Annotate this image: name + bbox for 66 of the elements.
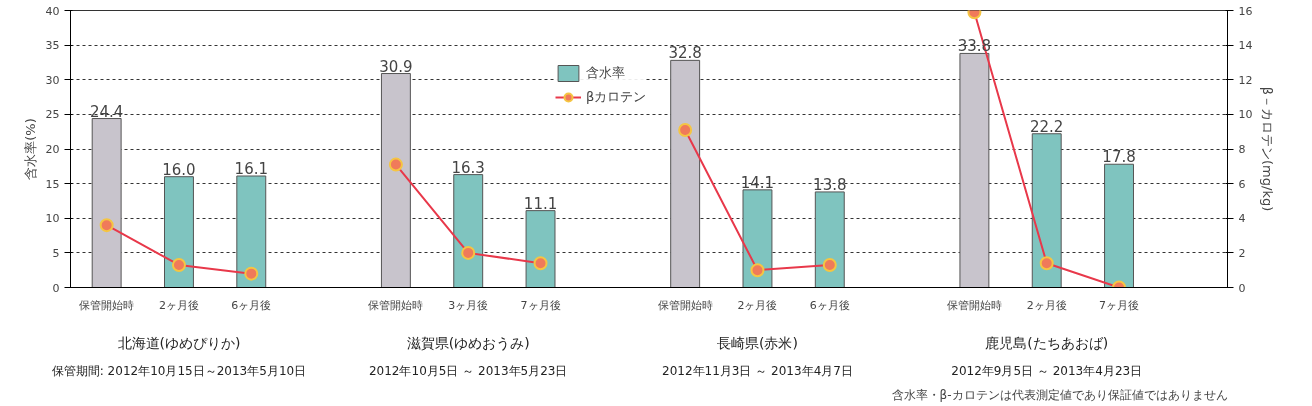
- bar: [1031, 133, 1062, 288]
- bar: [814, 191, 845, 288]
- bar: [1104, 163, 1134, 288]
- y2-tick-label: 0: [1238, 281, 1246, 295]
- text: 北海道(ゆめぴりか): [117, 334, 241, 351]
- x-tick-label: 3ヶ月後: [448, 298, 489, 312]
- y-tick-label: 5: [52, 246, 60, 260]
- x-tick-label: 保管開始時: [79, 298, 135, 312]
- bar: [959, 52, 990, 288]
- text: 保管期間: 2012年10月15日～2013年5月10日: [51, 363, 307, 378]
- x-tick-label: 2ヶ月後: [737, 298, 778, 312]
- y-tick-label: 30: [45, 73, 60, 87]
- bar: [742, 189, 773, 288]
- x-tick-label: 6ヶ月後: [809, 298, 850, 312]
- data-label: 13.8: [813, 175, 847, 194]
- y2-axis-title: β－カロテン(mg/kg): [1260, 86, 1276, 212]
- bar: [453, 174, 484, 288]
- data-label: 16.0: [162, 160, 196, 179]
- bar: [91, 118, 122, 288]
- x-tick-label: 保管開始時: [657, 298, 713, 312]
- text: 2012年10月5日 ～ 2013年5月23日: [368, 363, 568, 378]
- x-tick-label: 保管開始時: [946, 298, 1002, 312]
- x-tick-label: 6ヶ月後: [231, 298, 272, 312]
- y2-tick-label: 8: [1238, 143, 1246, 156]
- x-tick-label: 2ヶ月後: [158, 298, 199, 312]
- x-tick-label: 7ヶ月後: [1099, 298, 1140, 312]
- data-label: 22.2: [1030, 117, 1064, 136]
- data-label: 16.1: [234, 160, 268, 179]
- legend-label: 含水率: [586, 64, 625, 82]
- y-axis-title: 含水率(%): [22, 118, 38, 180]
- data-label: 14.1: [740, 173, 775, 192]
- y-tick-label: 20: [45, 143, 60, 156]
- text: 2012年9月5日 ～ 2013年4月23日: [951, 363, 1143, 378]
- data-label: 16.3: [451, 158, 485, 177]
- data-label: 17.8: [1102, 148, 1136, 167]
- y-tick-label: 0: [52, 281, 60, 295]
- y2-tick-label: 12: [1238, 73, 1253, 87]
- data-label: 30.9: [379, 57, 413, 76]
- text: 2012年11月3日 ～ 2013年4月7日: [662, 363, 853, 378]
- data-label: 24.4: [89, 102, 124, 121]
- bar: [525, 210, 556, 288]
- text: 長崎県(赤米): [717, 334, 798, 351]
- y2-tick-label: 10: [1238, 108, 1253, 122]
- legend-label: βカロテン: [586, 88, 647, 106]
- y-tick-label: 15: [45, 177, 60, 191]
- x-tick-label: 7ヶ月後: [520, 298, 561, 312]
- y2-tick-label: 2: [1238, 246, 1246, 260]
- data-label: 32.8: [668, 44, 702, 63]
- y2-tick-label: 14: [1238, 39, 1253, 53]
- data-label: 11.1: [523, 194, 558, 213]
- x-tick-label: 2ヶ月後: [1026, 298, 1067, 312]
- text: 含水率・β-カロテンは代表測定値であり保証値ではありません: [891, 387, 1228, 402]
- y-tick-label: 10: [45, 212, 60, 226]
- text: 滋賀県(ゆめおうみ): [406, 334, 530, 351]
- bar: [236, 175, 267, 288]
- y-tick-label: 25: [45, 108, 60, 122]
- y2-tick-label: 4: [1238, 212, 1246, 226]
- text: 鹿児島(たちあおば): [985, 334, 1109, 351]
- bar: [380, 73, 411, 288]
- y2-tick-label: 16: [1238, 4, 1253, 18]
- bar: [670, 59, 701, 288]
- bar: [164, 176, 194, 288]
- x-tick-label: 保管開始時: [368, 298, 424, 312]
- y-tick-label: 35: [45, 39, 60, 53]
- y2-tick-label: 6: [1238, 177, 1246, 191]
- y-tick-label: 40: [45, 4, 60, 18]
